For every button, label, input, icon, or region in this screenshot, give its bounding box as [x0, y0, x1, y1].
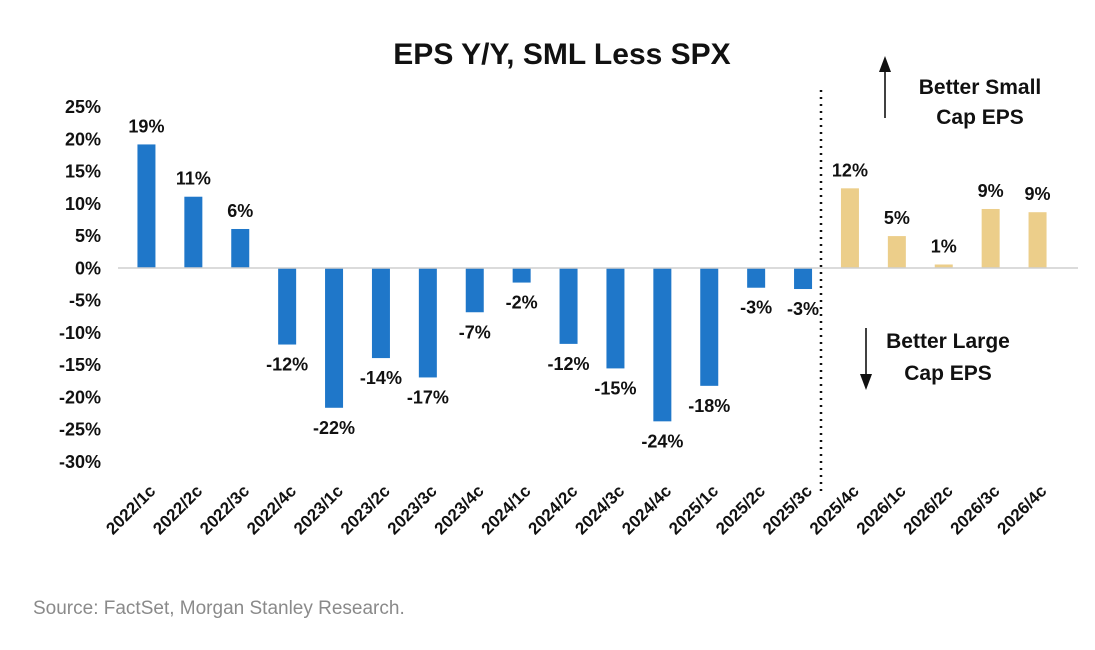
data-label: -3%	[740, 298, 772, 318]
data-label: -17%	[407, 387, 449, 407]
chart-title: EPS Y/Y, SML Less SPX	[393, 38, 730, 71]
y-tick-label: 10%	[65, 194, 101, 214]
x-tick-label: 2022/4c	[243, 481, 300, 538]
data-label: -7%	[459, 322, 491, 342]
bar-2025-4c	[840, 188, 859, 269]
bar-2024-3c	[606, 268, 625, 369]
x-tick-label: 2025/4c	[806, 481, 863, 538]
data-label: 19%	[128, 116, 164, 136]
y-tick-label: 5%	[75, 226, 101, 246]
data-label: 11%	[176, 169, 211, 189]
annotation-small-cap-line2: Cap EPS	[936, 106, 1024, 129]
annotation-large-cap-line2: Cap EPS	[904, 362, 992, 385]
x-tick-label: 2022/2c	[149, 481, 206, 538]
bar-2026-3c	[981, 208, 1000, 269]
x-tick-label: 2026/4c	[993, 481, 1050, 538]
annotation-large-cap-line1: Better Large	[886, 330, 1010, 353]
x-tick-label: 2024/3c	[571, 481, 628, 538]
data-label: 9%	[978, 181, 1004, 201]
data-label: -12%	[266, 355, 308, 375]
down-arrow-icon	[860, 328, 872, 390]
bar-2023-2c	[371, 268, 390, 359]
bar-2023-1c	[325, 268, 344, 408]
data-labels: 19%11%6%-12%-22%-14%-17%-7%-2%-12%-15%-2…	[128, 116, 1050, 451]
data-label: -14%	[360, 368, 402, 388]
y-tick-label: 15%	[65, 162, 101, 182]
x-tick-label: 2025/3c	[759, 481, 816, 538]
eps-chart: EPS Y/Y, SML Less SPX 25% 20% 15% 10% 5% 0% -5…	[59, 38, 1078, 538]
data-label: 12%	[832, 160, 868, 180]
x-tick-label: 2023/3c	[384, 481, 441, 538]
bar-2022-1c	[137, 144, 156, 269]
y-tick-label: 20%	[65, 129, 101, 149]
y-tick-label: 0%	[75, 258, 101, 278]
y-axis: 25% 20% 15% 10% 5% 0% -5% -10% -15% -20% -25% -30%	[59, 97, 101, 472]
data-label: -22%	[313, 418, 355, 438]
bar-2022-2c	[184, 196, 203, 269]
x-tick-label: 2026/3c	[947, 481, 1004, 538]
x-tick-label: 2026/1c	[853, 481, 910, 538]
annotation-small-cap-line1: Better Small	[919, 76, 1042, 99]
x-tick-label: 2025/1c	[665, 481, 722, 538]
x-tick-label: 2023/1c	[290, 481, 347, 538]
up-arrow-icon	[879, 56, 891, 118]
data-label: -2%	[506, 293, 538, 313]
x-tick-label: 2023/2c	[337, 481, 394, 538]
y-tick-label: 25%	[65, 97, 101, 117]
bar-2026-1c	[887, 236, 906, 269]
data-label: 9%	[1025, 184, 1051, 204]
bar-2024-2c	[559, 268, 578, 344]
data-label: 1%	[931, 236, 957, 256]
bar-2026-2c	[934, 264, 953, 269]
bar-2023-4c	[465, 268, 484, 313]
y-tick-label: -15%	[59, 355, 101, 375]
data-label: 5%	[884, 208, 910, 228]
data-label: 6%	[227, 201, 253, 221]
bar-2025-3c	[794, 268, 813, 290]
x-tick-label: 2024/1c	[478, 481, 535, 538]
source-note: Source: FactSet, Morgan Stanley Research…	[33, 598, 405, 619]
data-label: -15%	[594, 378, 636, 398]
x-tick-label: 2022/3c	[196, 481, 253, 538]
x-tick-label: 2026/2c	[900, 481, 957, 538]
data-label: -12%	[548, 354, 590, 374]
y-tick-label: -30%	[59, 452, 101, 472]
x-tick-label: 2022/1c	[102, 481, 159, 538]
bar-2025-1c	[700, 268, 719, 386]
x-tick-label: 2023/4c	[431, 481, 488, 538]
bars	[137, 144, 1047, 422]
y-tick-label: -10%	[59, 323, 101, 343]
y-tick-label: -20%	[59, 387, 101, 407]
bar-2024-1c	[512, 268, 531, 283]
y-tick-label: -25%	[59, 420, 101, 440]
bar-2024-4c	[653, 268, 672, 422]
bar-2026-4c	[1028, 212, 1047, 269]
bar-2023-3c	[418, 268, 437, 378]
x-tick-label: 2024/4c	[618, 481, 675, 538]
bar-2025-2c	[747, 268, 766, 288]
x-tick-label: 2024/2c	[524, 481, 581, 538]
x-tick-label: 2025/2c	[712, 481, 769, 538]
bar-2022-4c	[278, 268, 297, 345]
data-label: -18%	[688, 396, 730, 416]
y-tick-label: -5%	[69, 291, 101, 311]
data-label: -24%	[641, 431, 683, 451]
x-axis: 2022/1c2022/2c2022/3c2022/4c2023/1c2023/…	[102, 481, 1050, 538]
data-label: -3%	[787, 299, 819, 319]
bar-2022-3c	[231, 228, 250, 269]
